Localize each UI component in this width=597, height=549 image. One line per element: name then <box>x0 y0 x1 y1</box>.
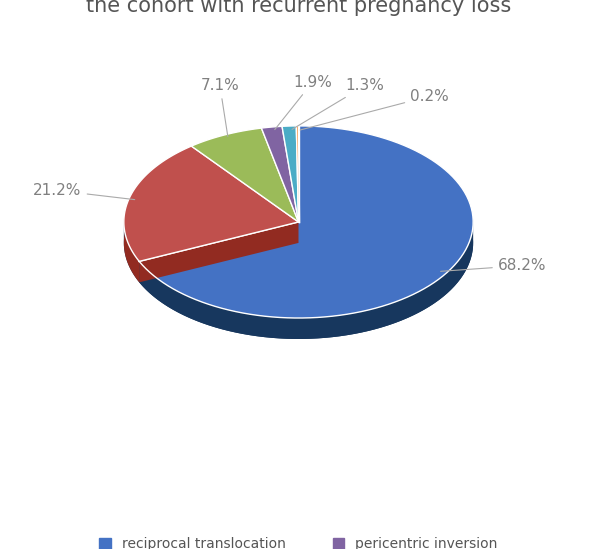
Polygon shape <box>261 126 298 222</box>
Polygon shape <box>124 222 473 339</box>
Legend: reciprocal translocation, robertsonian translocation, paracentric inversion, per: reciprocal translocation, robertsonian t… <box>94 531 503 549</box>
Text: 0.2%: 0.2% <box>300 89 449 130</box>
Polygon shape <box>282 126 298 222</box>
Polygon shape <box>139 126 473 318</box>
Polygon shape <box>139 222 298 282</box>
Polygon shape <box>139 217 473 339</box>
Text: 7.1%: 7.1% <box>201 78 239 137</box>
Text: 1.3%: 1.3% <box>292 78 384 130</box>
Polygon shape <box>192 128 298 222</box>
Text: 68.2%: 68.2% <box>441 258 546 273</box>
Text: 21.2%: 21.2% <box>33 183 135 200</box>
Text: 1.9%: 1.9% <box>275 75 332 130</box>
Polygon shape <box>139 222 298 282</box>
Polygon shape <box>124 214 139 282</box>
Text: Types of balanced chromosomal aberrations in
the cohort with recurrent pregnancy: Types of balanced chromosomal aberration… <box>55 0 542 16</box>
Polygon shape <box>124 146 298 261</box>
Polygon shape <box>296 126 298 222</box>
